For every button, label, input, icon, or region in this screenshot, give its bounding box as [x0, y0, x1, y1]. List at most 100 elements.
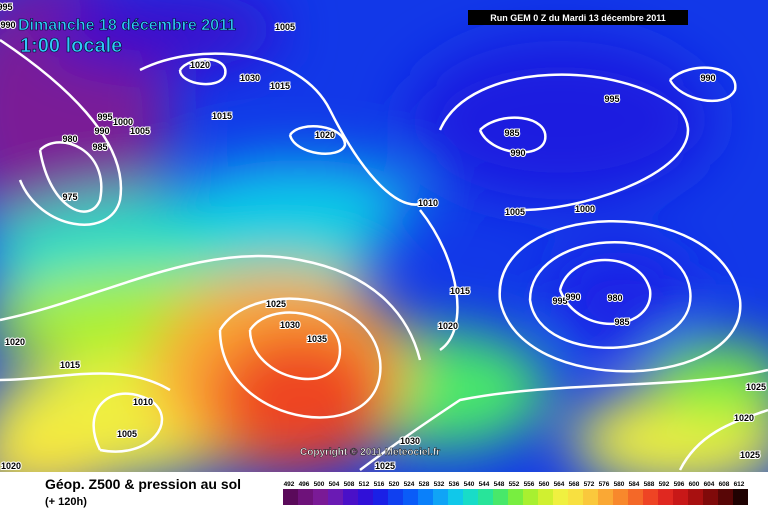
isobar-label: 990 — [565, 292, 580, 302]
scale-swatch — [403, 489, 418, 505]
isobar-label: 1005 — [117, 429, 137, 439]
map-time: 1:00 locale — [20, 35, 122, 57]
scale-label: 520 — [389, 481, 400, 488]
scale-label: 492 — [284, 481, 295, 488]
scale-label: 536 — [449, 481, 460, 488]
isobars — [0, 38, 768, 472]
isobar-label: 1030 — [240, 73, 260, 83]
scale-swatch — [628, 489, 643, 505]
isobar-label: 980 — [607, 293, 622, 303]
isobar-label: 985 — [504, 128, 519, 138]
isobar-label: 1020 — [1, 461, 21, 471]
isobar-label: 990 — [700, 73, 715, 83]
scale-swatch — [283, 489, 298, 505]
isobar-label: 1000 — [575, 204, 595, 214]
scale-label: 544 — [479, 481, 490, 488]
isobar-label: 1020 — [190, 60, 210, 70]
isobar-label: 1020 — [5, 337, 25, 347]
isobar-label: 990 — [510, 148, 525, 158]
legend-title: Géop. Z500 & pression au sol — [45, 476, 241, 492]
isobar-label: 1030 — [280, 320, 300, 330]
scale-swatch — [328, 489, 343, 505]
scale-label: 508 — [344, 481, 355, 488]
isobar-label: 1025 — [746, 382, 766, 392]
isobar-label: 1015 — [212, 111, 232, 121]
isobar-label: 1015 — [270, 81, 290, 91]
scale-swatch — [538, 489, 553, 505]
isobar-label: 1020 — [734, 413, 754, 423]
scale-swatch — [733, 489, 748, 505]
scale-label: 504 — [329, 481, 340, 488]
legend-lead: (+ 120h) — [45, 496, 87, 508]
scale-label: 596 — [674, 481, 685, 488]
run-text: Run GEM 0 Z du Mardi 13 décembre 2011 — [490, 13, 666, 23]
scale-label: 568 — [569, 481, 580, 488]
isobar-label: 985 — [92, 142, 107, 152]
scale-swatch — [298, 489, 313, 505]
isobar-label: 1030 — [400, 436, 420, 446]
isobar-label: 1005 — [505, 207, 525, 217]
scale-swatch — [493, 489, 508, 505]
isobar-label: 990 — [0, 20, 15, 30]
isobar-label: 1035 — [307, 334, 327, 344]
isobar-label: 975 — [62, 192, 77, 202]
isobar-labels: 9959901005102010301015101599510009901005… — [0, 1, 767, 472]
isobar-label: 1020 — [315, 130, 335, 140]
map-title: Dimanche 18 décembre 2011 — [18, 17, 236, 34]
scale-swatch — [643, 489, 658, 505]
scale-label: 500 — [314, 481, 325, 488]
scale-swatch — [688, 489, 703, 505]
isobar-label: 995 — [0, 2, 13, 12]
scale-label: 600 — [689, 481, 700, 488]
scale-label: 580 — [614, 481, 625, 488]
scale-label: 548 — [494, 481, 505, 488]
scale-swatch — [718, 489, 733, 505]
scale-swatch — [313, 489, 328, 505]
scale-swatch — [613, 489, 628, 505]
color-scale: 492 496 500 504 508 512 516 520 524 528 532 536 540 5… — [283, 481, 748, 505]
isobar-label: 1000 — [113, 117, 133, 127]
scale-swatch — [478, 489, 493, 505]
scale-swatch — [523, 489, 538, 505]
isobar-label: 1020 — [438, 321, 458, 331]
scale-label: 564 — [554, 481, 565, 488]
isobar-label: 1010 — [133, 397, 153, 407]
scale-swatch — [388, 489, 403, 505]
run-box — [468, 10, 688, 25]
scale-swatch — [418, 489, 433, 505]
scale-label: 572 — [584, 481, 595, 488]
scale-swatch — [343, 489, 358, 505]
scale-label: 608 — [719, 481, 730, 488]
isobar-label: 995 — [552, 296, 567, 306]
scale-swatch — [433, 489, 448, 505]
scale-label: 560 — [539, 481, 550, 488]
scale-swatch — [703, 489, 718, 505]
isobar-label: 1010 — [418, 198, 438, 208]
scale-swatch — [358, 489, 373, 505]
isobar-label: 990 — [94, 126, 109, 136]
scale-label: 552 — [509, 481, 520, 488]
scale-swatch — [658, 489, 673, 505]
field — [0, 0, 768, 472]
scale-swatch — [568, 489, 583, 505]
scale-swatch — [448, 489, 463, 505]
isobar-label: 985 — [614, 317, 629, 327]
scale-label: 612 — [734, 481, 745, 488]
scale-label: 532 — [434, 481, 445, 488]
isobar-label: 980 — [62, 134, 77, 144]
scale-label: 588 — [644, 481, 655, 488]
scale-label: 556 — [524, 481, 535, 488]
scale-label: 540 — [464, 481, 475, 488]
scale-swatch — [508, 489, 523, 505]
isobar-label: 1015 — [60, 360, 80, 370]
scale-label: 524 — [404, 481, 415, 488]
isobar-label: 1025 — [740, 450, 760, 460]
isobar-label: 1005 — [275, 22, 295, 32]
isobar-label: 1025 — [375, 461, 395, 471]
scale-label: 604 — [704, 481, 715, 488]
copyright: Copyright © 2011 Meteociel.fr — [300, 447, 440, 458]
scale-swatch — [463, 489, 478, 505]
scale-swatch — [373, 489, 388, 505]
scale-label: 592 — [659, 481, 670, 488]
